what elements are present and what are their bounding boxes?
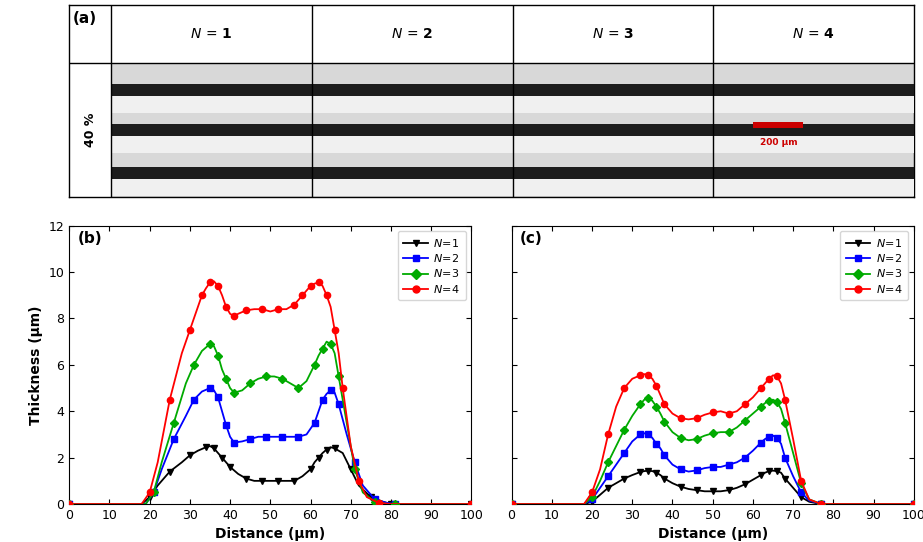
Text: $N$$\,=\,$1: $N$$\,=\,$1 (190, 27, 234, 41)
Bar (713, 84, 914, 96)
Bar (112, 92, 312, 113)
Bar (69, 5, 914, 63)
Bar (512, 167, 713, 179)
Text: 200 μm: 200 μm (760, 138, 797, 147)
Bar (112, 132, 312, 153)
Text: 40 %: 40 % (84, 113, 97, 147)
Bar (112, 176, 312, 196)
Legend: $N\!=\!1$, $N\!=\!2$, $N\!=\!3$, $N\!=\!4$: $N\!=\!1$, $N\!=\!2$, $N\!=\!3$, $N\!=\!… (840, 231, 908, 300)
Text: $N$$\,=\,$3: $N$$\,=\,$3 (592, 27, 634, 41)
X-axis label: Distance (μm): Distance (μm) (215, 527, 326, 541)
Bar (713, 125, 914, 136)
Text: (a): (a) (73, 11, 97, 26)
Y-axis label: Thickness (μm): Thickness (μm) (29, 305, 43, 424)
X-axis label: Distance (μm): Distance (μm) (657, 527, 768, 541)
Bar (312, 132, 512, 153)
Bar (112, 84, 312, 96)
Text: (c): (c) (520, 231, 543, 246)
Bar (112, 125, 312, 136)
Bar (312, 176, 512, 196)
Bar (512, 125, 713, 136)
Bar (312, 63, 512, 197)
Bar (512, 63, 713, 197)
Bar (112, 63, 312, 197)
Bar (69, 63, 914, 197)
Bar (512, 92, 713, 113)
Text: $N$$\,=\,$2: $N$$\,=\,$2 (391, 27, 434, 41)
Text: $N$$\,=\,$4: $N$$\,=\,$4 (792, 27, 835, 41)
Bar (312, 84, 512, 96)
Bar (753, 122, 803, 127)
Bar (112, 167, 312, 179)
Bar (312, 167, 512, 179)
Bar (512, 84, 713, 96)
Bar (713, 63, 914, 197)
Bar (312, 92, 512, 113)
Bar (312, 125, 512, 136)
Bar (512, 132, 713, 153)
Bar (713, 167, 914, 179)
Bar (713, 132, 914, 153)
Bar (713, 92, 914, 113)
Bar (713, 176, 914, 196)
Bar (512, 176, 713, 196)
Legend: $N\!=\!1$, $N\!=\!2$, $N\!=\!3$, $N\!=\!4$: $N\!=\!1$, $N\!=\!2$, $N\!=\!3$, $N\!=\!… (398, 231, 466, 300)
Text: (b): (b) (78, 231, 102, 246)
